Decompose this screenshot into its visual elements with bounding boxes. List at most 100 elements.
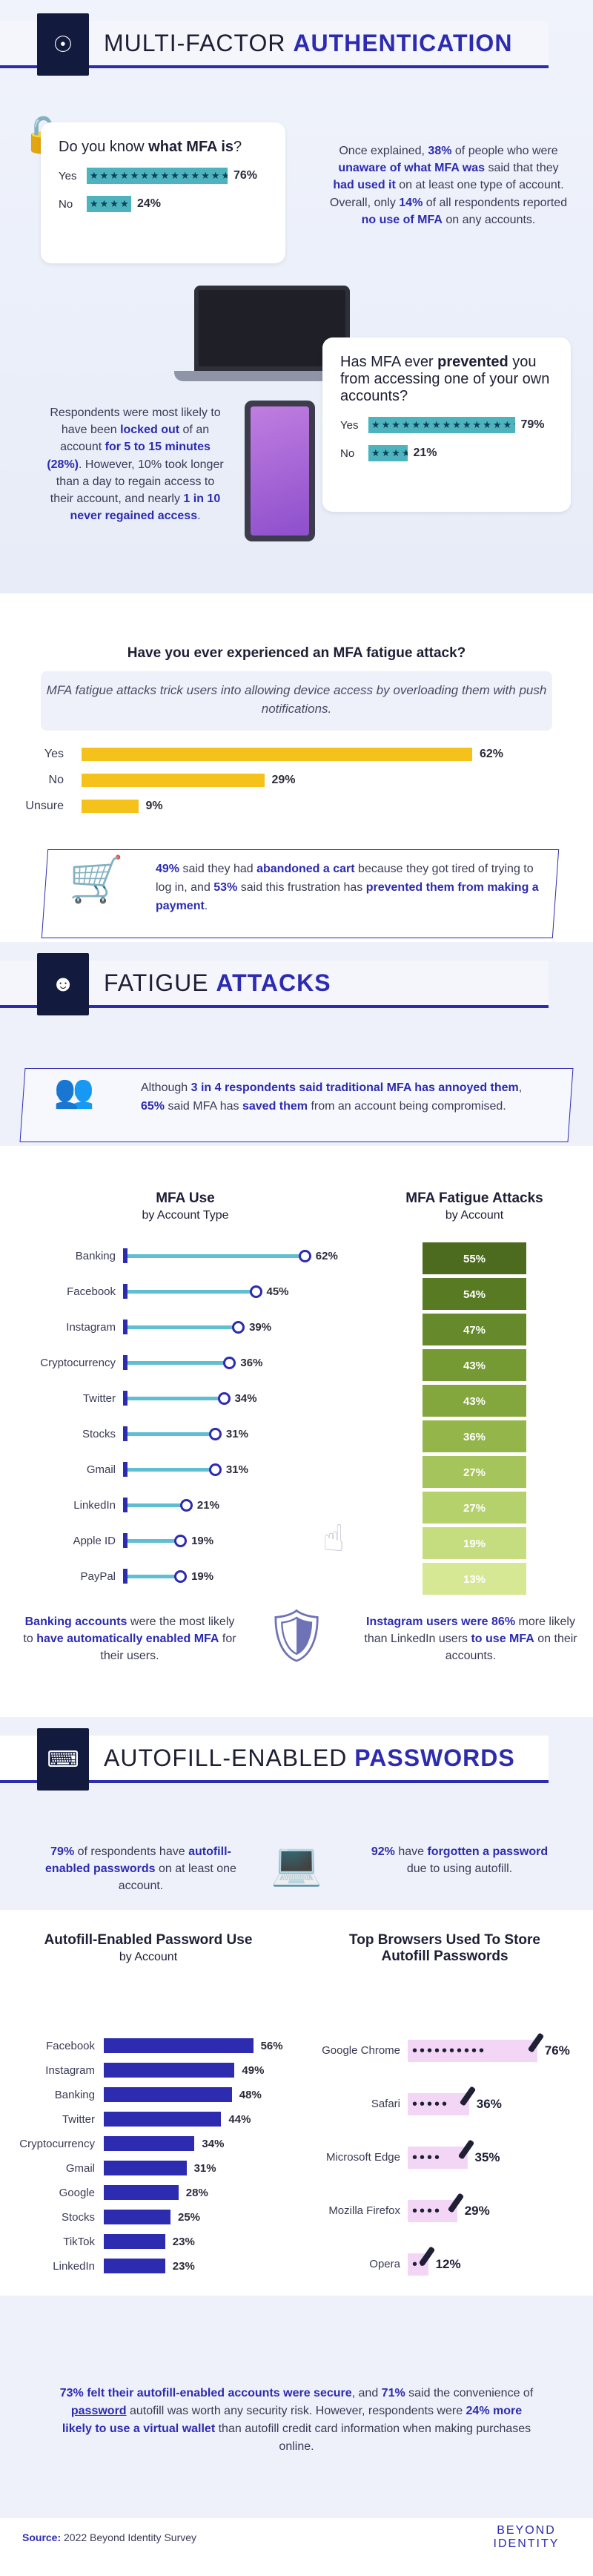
banner-bar — [0, 21, 549, 68]
bar-label: Google — [59, 2186, 95, 2199]
browser-bar: •••• — [408, 2200, 457, 2222]
browser-label: Opera — [369, 2258, 400, 2270]
fingerprint-lock-icon: ☉ — [37, 13, 89, 76]
mfa-use-section: MFA Use by Account Type MFA Fatigue Attac… — [0, 1146, 593, 1717]
answer-row: Yes ★★★★★★★★★★★★★★★★★★ 79% — [340, 417, 553, 433]
browser-bar: ••••• — [408, 2093, 469, 2115]
page-title: MULTI-FACTOR AUTHENTICATION — [104, 30, 513, 56]
lollipop-start — [123, 1497, 127, 1512]
cart-stat-text: 49% said they had abandoned a cart becau… — [156, 863, 539, 912]
bar-label: Yes — [44, 748, 64, 760]
mfa-use-row: LinkedIn 21% — [0, 1495, 219, 1515]
answer-row: No ★★★★★ 24% — [59, 196, 268, 212]
autofill-use-section: Autofill-Enabled Password Use by Account … — [0, 1910, 593, 2296]
bar-label: Twitter — [62, 2112, 95, 2126]
lollipop-start — [123, 1461, 127, 1477]
mfa-use-row: Gmail 31% — [0, 1460, 248, 1479]
lollipop-bar — [123, 1390, 231, 1406]
bar-label: Unsure — [25, 800, 64, 812]
mfa-use-row: PayPal 19% — [0, 1567, 213, 1586]
answer-label: No — [59, 197, 73, 211]
lollipop-bar — [123, 1568, 188, 1584]
source-note: Source: 2022 Beyond Identity Survey — [22, 2531, 197, 2543]
fatigue-bar — [82, 748, 472, 761]
answer-row: Yes ★★★★★★★★★★★★★★★★★ 76% — [59, 168, 268, 184]
bar-label: Apple ID — [73, 1534, 116, 1547]
section-title: AUTOFILL-ENABLED PASSWORDS — [104, 1745, 515, 1771]
autofill-use-row: Cryptocurrency 34% — [0, 2134, 224, 2153]
forgotten-password-text: 92% have forgotten a password due to usi… — [371, 1845, 549, 1876]
autofill-use-title: Autofill-Enabled Password Use by Account — [44, 1932, 253, 1963]
bar-label: LinkedIn — [53, 2259, 95, 2273]
mfa-knowledge-question: Do you know what MFA is? — [59, 139, 242, 155]
footer: Source: 2022 Beyond Identity Survey BEYO… — [0, 2518, 593, 2576]
lollipop-start — [123, 1248, 127, 1263]
lollipop-start — [123, 1283, 127, 1299]
bar-value: 34% — [234, 1391, 257, 1405]
browser-bar: •••••••••• — [408, 2040, 537, 2062]
browser-bar: •••• — [408, 2147, 468, 2169]
section-title: FATIGUE ATTACKS — [104, 969, 331, 996]
locked-out-text: Respondents were most likely to have bee… — [47, 406, 224, 523]
bar-label: Stocks — [61, 2210, 95, 2224]
bar-value: 48% — [239, 2088, 262, 2101]
autofill-bar — [104, 2136, 195, 2151]
mfa-use-row: Twitter 34% — [0, 1389, 257, 1408]
browsers-title: Top Browsers Used To Store Autofill Pass… — [349, 1932, 540, 1964]
autofill-use-row: LinkedIn 23% — [0, 2256, 195, 2276]
bar-value: 31% — [225, 1427, 248, 1440]
autofill-bar — [104, 2234, 165, 2249]
lollipop-start — [123, 1390, 127, 1406]
bar-label: Gmail — [65, 2161, 95, 2175]
autofill-bar — [104, 2087, 232, 2102]
fatigue-bar-row: No 29% — [0, 774, 296, 787]
lollipop-bar — [123, 1497, 193, 1512]
bar-label: Instagram — [45, 2063, 95, 2077]
bar-label: Twitter — [82, 1391, 116, 1405]
heat-cell: 19% — [423, 1527, 526, 1561]
mfa-use-row: Instagram 39% — [0, 1317, 271, 1337]
autofill-bar — [104, 2259, 165, 2273]
bar-label: TikTok — [63, 2235, 95, 2248]
bar-value: 23% — [172, 2235, 195, 2248]
lollipop-bar — [123, 1426, 222, 1441]
lollipop-bar — [123, 1354, 236, 1370]
bar-value: 31% — [193, 2161, 216, 2175]
autofill-use-row: Banking 48% — [0, 2085, 262, 2104]
bar-label: Cryptocurrency — [19, 2137, 95, 2150]
bar-label: PayPal — [80, 1569, 116, 1583]
autofill-bar — [104, 2210, 170, 2224]
autofill-use-row: TikTok 23% — [0, 2232, 195, 2251]
bar-value: 39% — [249, 1320, 272, 1334]
banner-bar — [0, 1736, 549, 1783]
bar-value: 19% — [191, 1569, 214, 1583]
fatigue-stat-text: Although 3 in 4 respondents said traditi… — [141, 1081, 523, 1113]
lollipop-start — [123, 1426, 127, 1441]
bar-label: Instagram — [66, 1320, 116, 1334]
bar-label: No — [48, 774, 64, 786]
bar-label: Gmail — [86, 1463, 116, 1476]
summary-text: 73% felt their autofill-enabled accounts… — [59, 2387, 534, 2453]
fatigue-bar-row: Yes 62% — [0, 748, 503, 761]
browser-label: Google Chrome — [322, 2044, 400, 2057]
bar-value: 49% — [242, 2063, 265, 2077]
heat-cell: 47% — [423, 1314, 526, 1348]
autofill-use-row: Gmail 31% — [0, 2158, 216, 2178]
summary-section: 73% felt their autofill-enabled accounts… — [0, 2296, 593, 2518]
bar-value: 44% — [228, 2112, 251, 2126]
users-shield-icon: 👥 — [53, 1073, 95, 1110]
cart-card-icon: 🛒 — [68, 854, 125, 904]
mfa-prevented-card: Has MFA ever prevented you from accessin… — [322, 337, 571, 512]
answer-label: Yes — [340, 418, 359, 432]
answer-bar: ★★★★★★★★★★★★★★★★★★ — [368, 417, 515, 433]
fatigue-question-section: Have you ever experienced an MFA fatigue… — [0, 593, 593, 942]
fingerprint-shield-icon: 🛡 — [263, 1607, 330, 1664]
mfa-use-row: Cryptocurrency 36% — [0, 1353, 262, 1372]
bar-value: 31% — [225, 1463, 248, 1476]
autofill-use-row: Instagram 49% — [0, 2061, 264, 2080]
autofill-use-row: Google 28% — [0, 2183, 208, 2202]
tablet-illustration — [245, 401, 315, 541]
heat-cell: 43% — [423, 1349, 526, 1383]
bar-value: 9% — [145, 800, 163, 812]
bar-value: 19% — [191, 1534, 214, 1547]
